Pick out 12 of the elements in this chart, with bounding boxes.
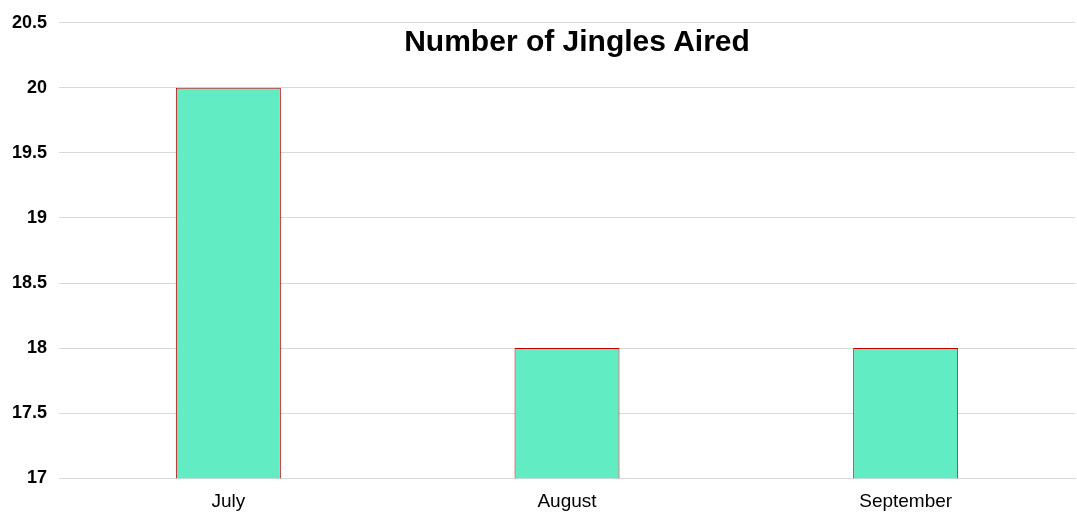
y-tick-label: 18.5 — [11, 272, 48, 292]
y-tick-label: 17 — [27, 467, 48, 488]
x-tick-label: July — [211, 489, 246, 511]
x-tick-label: September — [859, 489, 953, 511]
y-tick-label: 20 — [27, 76, 48, 97]
y-tick-label: 20.5 — [11, 11, 48, 32]
x-tick-label: August — [537, 489, 598, 511]
y-tick-label: 19.5 — [11, 141, 48, 162]
y-tick-label: 18 — [27, 337, 48, 358]
y-tick-label: 19 — [27, 206, 48, 227]
y-tick-label: 17.5 — [11, 402, 48, 423]
chart-title: Number of Jingles Aired — [404, 24, 750, 58]
